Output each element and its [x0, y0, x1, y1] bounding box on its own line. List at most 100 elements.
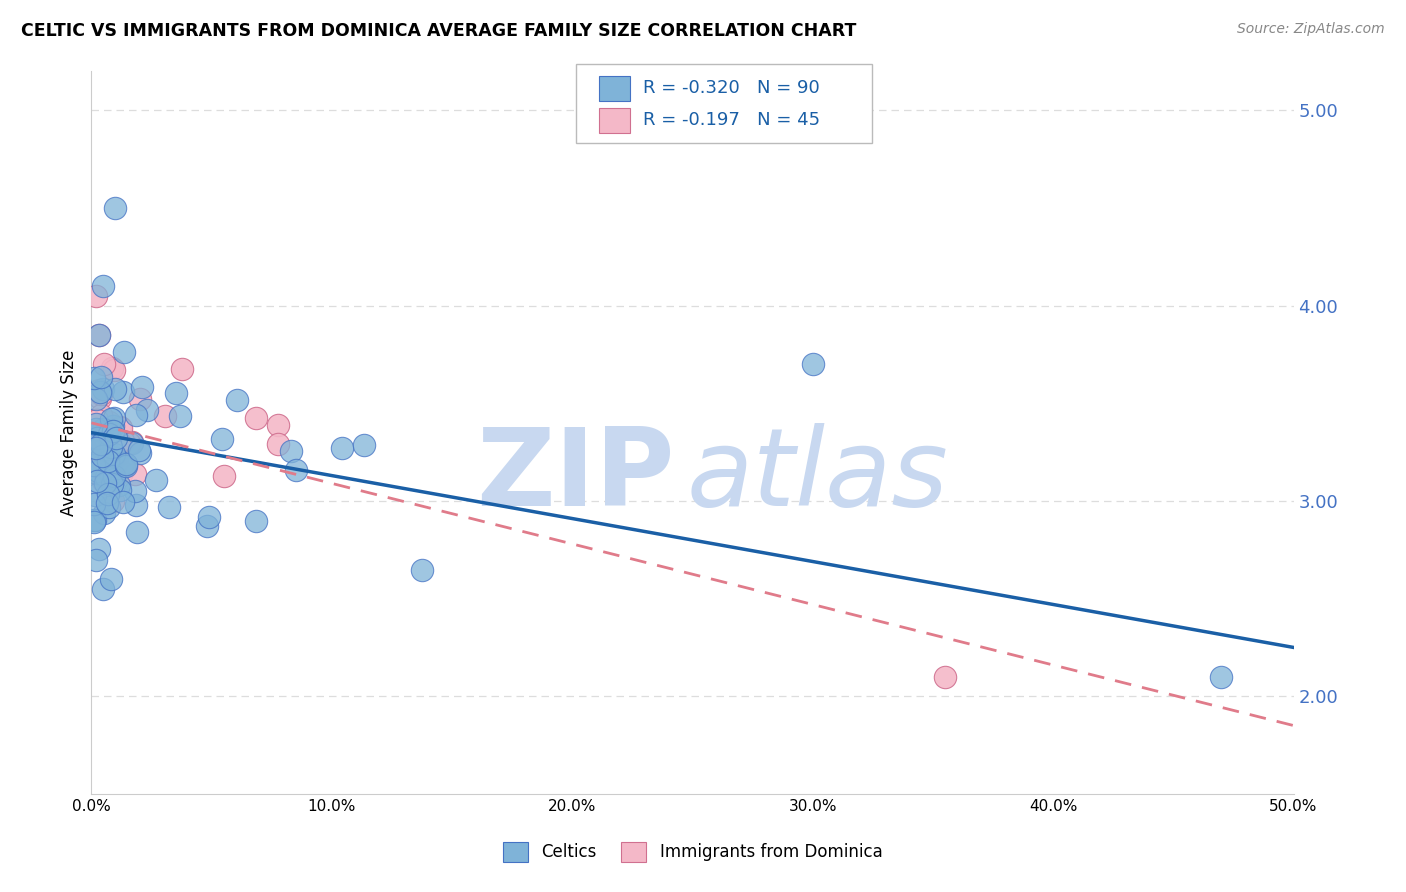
Point: [128, 392, 150, 406]
Point: [87, 541, 110, 556]
Point: [125, 408, 148, 422]
Point: [89, 459, 111, 474]
Point: [100, 440, 122, 454]
Point: [86, 456, 108, 470]
Point: [172, 362, 194, 376]
Text: ZIP: ZIP: [475, 423, 675, 529]
Y-axis label: Average Family Size: Average Family Size: [59, 350, 77, 516]
Point: [84, 417, 107, 432]
Point: [128, 443, 150, 458]
Point: [84, 422, 107, 436]
Point: [94, 437, 117, 451]
Point: [93, 468, 115, 483]
Point: [83, 515, 105, 529]
Point: [94, 434, 117, 449]
Point: [101, 424, 124, 438]
Point: [111, 465, 134, 479]
Point: [112, 456, 135, 470]
Point: [84, 441, 107, 455]
Point: [267, 417, 290, 432]
Point: [91, 474, 114, 488]
Point: [90, 437, 112, 451]
Point: [212, 468, 235, 483]
Text: R = -0.320   N = 90: R = -0.320 N = 90: [643, 79, 820, 97]
Point: [101, 361, 124, 376]
Point: [83, 458, 105, 472]
Point: [97, 454, 120, 468]
Point: [801, 357, 824, 371]
Point: [100, 469, 122, 483]
Point: [934, 670, 956, 684]
Point: [96, 496, 118, 510]
Point: [98, 444, 121, 458]
Point: [108, 483, 131, 497]
Point: [105, 431, 128, 445]
Point: [84, 392, 107, 406]
Point: [266, 437, 288, 451]
Point: [103, 494, 125, 508]
Point: [90, 408, 112, 422]
Point: [83, 465, 105, 479]
Point: [330, 441, 353, 455]
Point: [225, 392, 247, 407]
Point: [169, 409, 191, 423]
Point: [166, 386, 188, 401]
Point: [98, 448, 121, 462]
Point: [131, 380, 153, 394]
Point: [197, 510, 219, 524]
Point: [83, 448, 105, 462]
Point: [94, 439, 117, 453]
Point: [96, 469, 118, 483]
Point: [195, 519, 218, 533]
Point: [129, 446, 152, 460]
Point: [107, 449, 129, 463]
Point: [125, 499, 148, 513]
Point: [110, 421, 132, 435]
Point: [112, 434, 135, 448]
Point: [93, 357, 115, 371]
Point: [89, 385, 111, 400]
Point: [87, 328, 110, 343]
Point: [121, 435, 143, 450]
Point: [411, 563, 433, 577]
Point: [101, 450, 124, 464]
Point: [100, 412, 122, 426]
Point: [93, 382, 115, 396]
Point: [83, 513, 105, 527]
Point: [90, 369, 112, 384]
Point: [87, 464, 110, 478]
Point: [94, 455, 117, 469]
Text: CELTIC VS IMMIGRANTS FROM DOMINICA AVERAGE FAMILY SIZE CORRELATION CHART: CELTIC VS IMMIGRANTS FROM DOMINICA AVERA…: [21, 22, 856, 40]
Point: [280, 443, 302, 458]
Point: [87, 328, 110, 343]
Text: Source: ZipAtlas.com: Source: ZipAtlas.com: [1237, 22, 1385, 37]
Point: [284, 463, 307, 477]
Point: [86, 417, 108, 431]
Point: [111, 384, 134, 399]
Point: [97, 427, 120, 442]
Point: [93, 506, 115, 520]
Point: [103, 447, 125, 461]
Point: [103, 469, 125, 483]
Point: [83, 512, 105, 526]
Point: [86, 431, 108, 445]
Point: [84, 289, 107, 303]
Point: [101, 477, 124, 491]
Point: [86, 432, 108, 446]
Point: [157, 500, 180, 514]
Point: [97, 500, 120, 514]
Point: [97, 465, 120, 479]
Point: [245, 410, 267, 425]
Point: [84, 488, 107, 502]
Text: R = -0.197   N = 45: R = -0.197 N = 45: [643, 112, 820, 129]
Point: [112, 458, 135, 473]
Point: [245, 514, 267, 528]
Point: [84, 552, 107, 566]
Point: [94, 475, 117, 490]
Point: [101, 419, 124, 434]
Point: [211, 432, 233, 446]
Point: [83, 416, 105, 430]
Text: atlas: atlas: [686, 424, 948, 528]
Point: [83, 371, 105, 385]
Point: [110, 426, 132, 441]
